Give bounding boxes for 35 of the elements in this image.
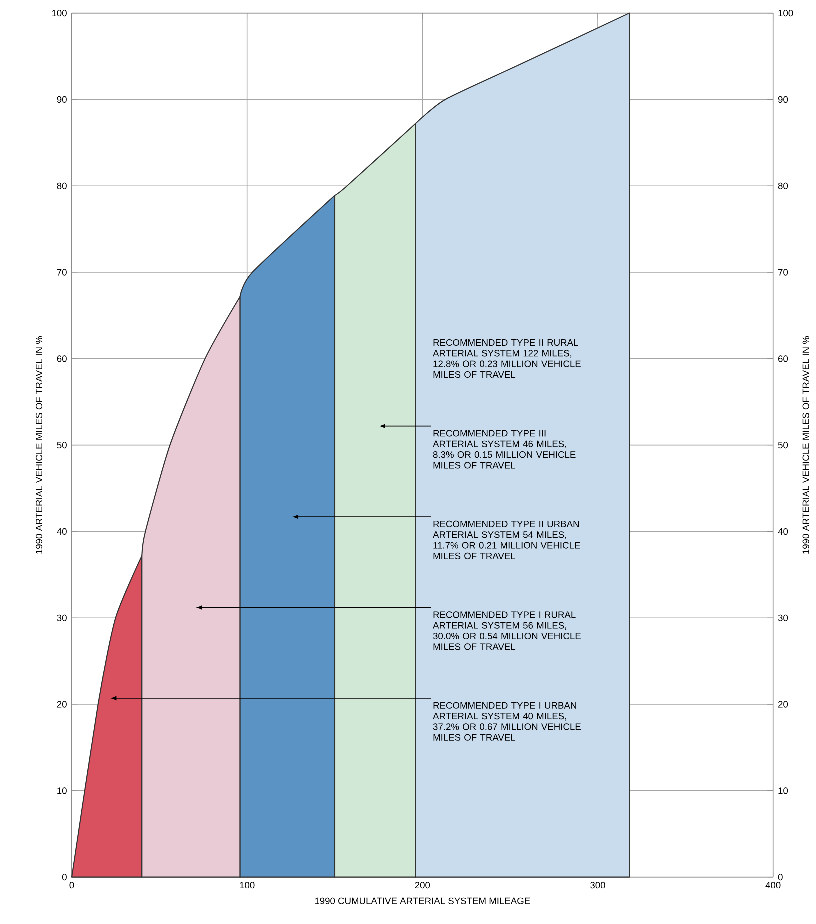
y2-axis-title: 1990 ARTERIAL VEHICLE MILES OF TRAVEL IN %: [802, 336, 810, 554]
annotation: RECOMMENDED TYPE I URBAN ARTERIAL SYSTEM 40 MILES, 37.2% OR 0.67 MILLION VEHICLE MILES OF TRAVEL: [433, 702, 581, 741]
x-tick-label: 300: [590, 882, 606, 889]
y2-tick-label: 10: [778, 788, 788, 794]
annotation: RECOMMENDED TYPE III ARTERIAL SYSTEM 46 MILES, 8.3% OR 0.15 MILLION VEHICLE MILES OF TRAVEL: [433, 430, 576, 469]
y-tick-label: 80: [57, 182, 67, 190]
x-axis-title: 1990 CUMULATIVE ARTERIAL SYSTEM MILEAGE: [315, 898, 530, 904]
y2-tick-label: 20: [778, 701, 788, 708]
y-tick-label: 30: [57, 614, 67, 622]
y-tick-label: 20: [57, 701, 67, 708]
y-tick-label: 70: [57, 269, 67, 276]
y-tick-label: 60: [57, 356, 67, 362]
annotation: RECOMMENDED TYPE II URBAN ARTERIAL SYSTEM 54 MILES, 11.7% OR 0.21 MILLION VEHICLE MILES OF TRAVEL: [433, 520, 580, 560]
x-tick-label: 400: [766, 882, 781, 889]
y2-tick-label: 30: [778, 614, 788, 622]
y-tick-label: 10: [58, 788, 67, 794]
y2-tick-label: 80: [778, 182, 788, 190]
y2-tick-label: 70: [778, 269, 788, 276]
x-tick-label: 200: [415, 882, 430, 889]
y-tick-label: 40: [57, 528, 67, 536]
y2-tick-label: 60: [778, 356, 788, 362]
x-tick-label: 0: [70, 882, 74, 889]
x-tick-label: 100: [240, 882, 255, 889]
annotation: RECOMMENDED TYPE I RURAL ARTERIAL SYSTEM 56 MILES, 30.0% OR 0.54 MILLION VEHICLE MILES OF TRAVEL: [433, 612, 581, 650]
y-tick-label: 50: [57, 442, 67, 449]
y2-tick-label: 90: [778, 96, 788, 104]
annotation: RECOMMENDED TYPE II RURAL ARTERIAL SYSTEM 122 MILES, 12.8% OR 0.23 MILLION VEHICLE MILES OF TRAVEL: [433, 339, 581, 378]
y-tick-label: 0: [62, 874, 67, 881]
y-tick-label: 100: [52, 10, 67, 17]
y-tick-label: 90: [57, 96, 67, 104]
y2-tick-label: 50: [778, 442, 788, 449]
y2-tick-label: 40: [778, 528, 788, 536]
y2-tick-label: 100: [778, 10, 794, 17]
y-axis-title: 1990 ARTERIAL VEHICLE MILES OF TRAVEL IN %: [36, 336, 43, 554]
y2-tick-label: 0: [778, 874, 783, 881]
